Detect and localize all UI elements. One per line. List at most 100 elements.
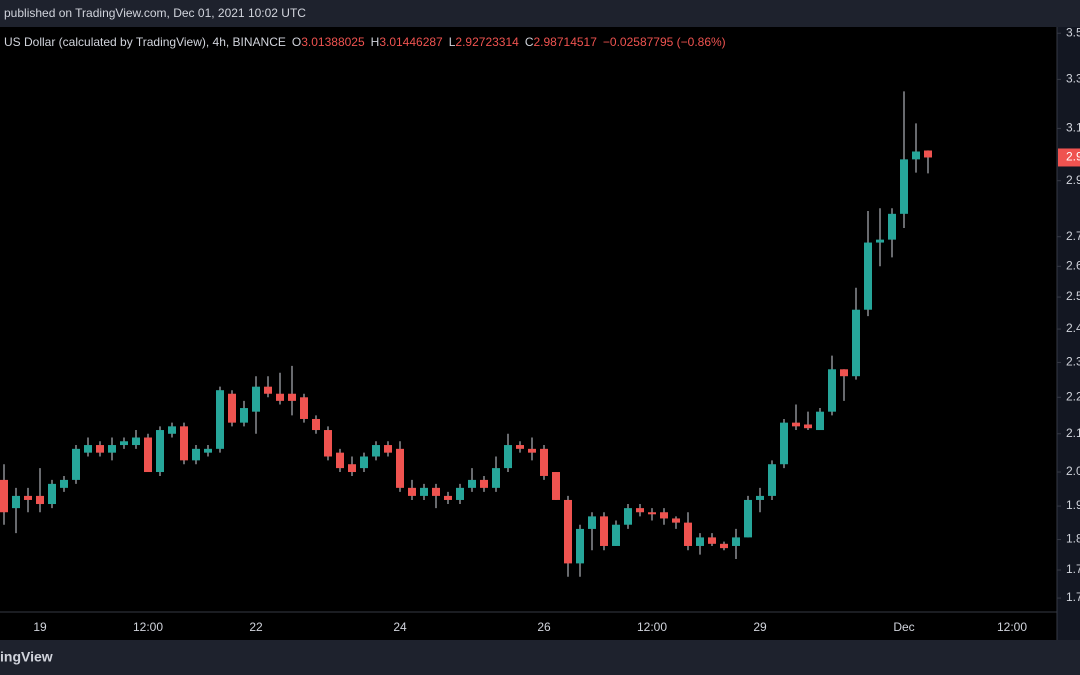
x-tick-label: Dec [893,620,914,634]
candle-body [264,386,272,394]
candle-body [816,411,824,431]
candle-body [300,397,308,419]
published: published on TradingView.com, Dec 01, 20… [4,6,306,20]
candle-body [12,495,20,509]
candle-body [132,437,140,446]
candle-body [84,445,92,453]
candle-body [192,448,200,461]
candle-body [252,386,260,412]
last-price-label: 2.9 [1066,150,1080,164]
candle-body [156,430,164,473]
candle-body [660,512,668,519]
x-tick-label: 22 [249,620,263,634]
candle-body [792,422,800,427]
candle-body [696,537,704,546]
x-tick-label: 29 [753,620,767,634]
candle-body [0,479,8,513]
candle-body [552,472,560,500]
logo: ingView [0,649,53,665]
candle-body [324,430,332,457]
candle-body [504,445,512,469]
candle-body [492,468,500,488]
x-tick-label: 24 [393,620,407,634]
legend: US Dollar (calculated by TradingView), 4… [4,35,726,49]
y-tick-label: 1.9 [1066,498,1080,512]
candle-body [288,393,296,401]
y-tick-label: 3.1 [1066,121,1080,135]
l-value: 2.92723314 [455,35,519,49]
y-tick-label: 1.8 [1066,532,1080,546]
candle-body [528,448,536,453]
o-value: 3.01388025 [301,35,365,49]
symbol: US Dollar (calculated by TradingView), 4… [4,35,286,49]
candle-body [468,479,476,488]
last-price-tag [1058,148,1080,167]
candle-body [432,487,440,496]
candle-body [612,524,620,546]
candle-body [396,448,404,488]
candle-body [708,537,716,544]
candle-body [480,479,488,488]
o-label: O [292,35,301,49]
candle-body [912,151,920,160]
candle-body [276,393,284,401]
candle-body [108,445,116,453]
top-bar [0,0,1080,27]
candle-body [360,456,368,469]
x-tick-label: 12:00 [133,620,163,634]
candle-body [864,242,872,310]
candle-body [900,159,908,214]
candle-body [840,369,848,377]
x-tick-label: 19 [33,620,47,634]
y-tick-label: 2.5 [1066,289,1080,303]
candle-body [636,508,644,513]
y-tick-label: 2.3 [1066,355,1080,369]
candle-body [372,445,380,457]
candle-body [336,452,344,469]
candle-body [672,518,680,523]
l-label: L [449,35,456,49]
h-label: H [371,35,380,49]
candle-body [588,516,596,529]
candle-body [516,445,524,449]
candle-body [204,448,212,453]
candle-body [648,512,656,515]
c-value: 2.98714517 [534,35,598,49]
y-tick-label: 3.3 [1066,72,1080,86]
candle-body [24,495,32,500]
y-tick-label: 2.0 [1066,464,1080,478]
candle-body [120,441,128,446]
candle-body [216,390,224,449]
candle-body [804,424,812,429]
y-tick-label: 2.1 [1066,426,1080,440]
candle-body [168,426,176,434]
candle-body [240,408,248,423]
y-tick-label: 3.5 [1066,25,1080,39]
candle-body [684,522,692,546]
y-tick-label: 2.4 [1066,321,1080,335]
candle-body [384,445,392,453]
candle-body [768,464,776,496]
candle-body [852,309,860,377]
candle-body [624,508,632,525]
candle-body [744,499,752,538]
candle-body [732,537,740,546]
candle-body [180,426,188,461]
candle-body [48,483,56,505]
bottom-bar [0,640,1080,675]
x-tick-label: 26 [537,620,551,634]
candle-body [576,528,584,564]
candle-body [408,487,416,496]
change: −0.02587795 (−0.86%) [603,35,726,49]
candle-body [564,499,572,564]
candle-body [444,495,452,500]
candle-body [888,213,896,240]
candle-body [72,448,80,480]
candle-body [456,487,464,500]
candle-body [876,239,884,243]
y-tick-label: 2.7 [1066,229,1080,243]
y-tick-label: 2.6 [1066,258,1080,272]
candle-body [348,464,356,473]
candle-body [600,516,608,546]
